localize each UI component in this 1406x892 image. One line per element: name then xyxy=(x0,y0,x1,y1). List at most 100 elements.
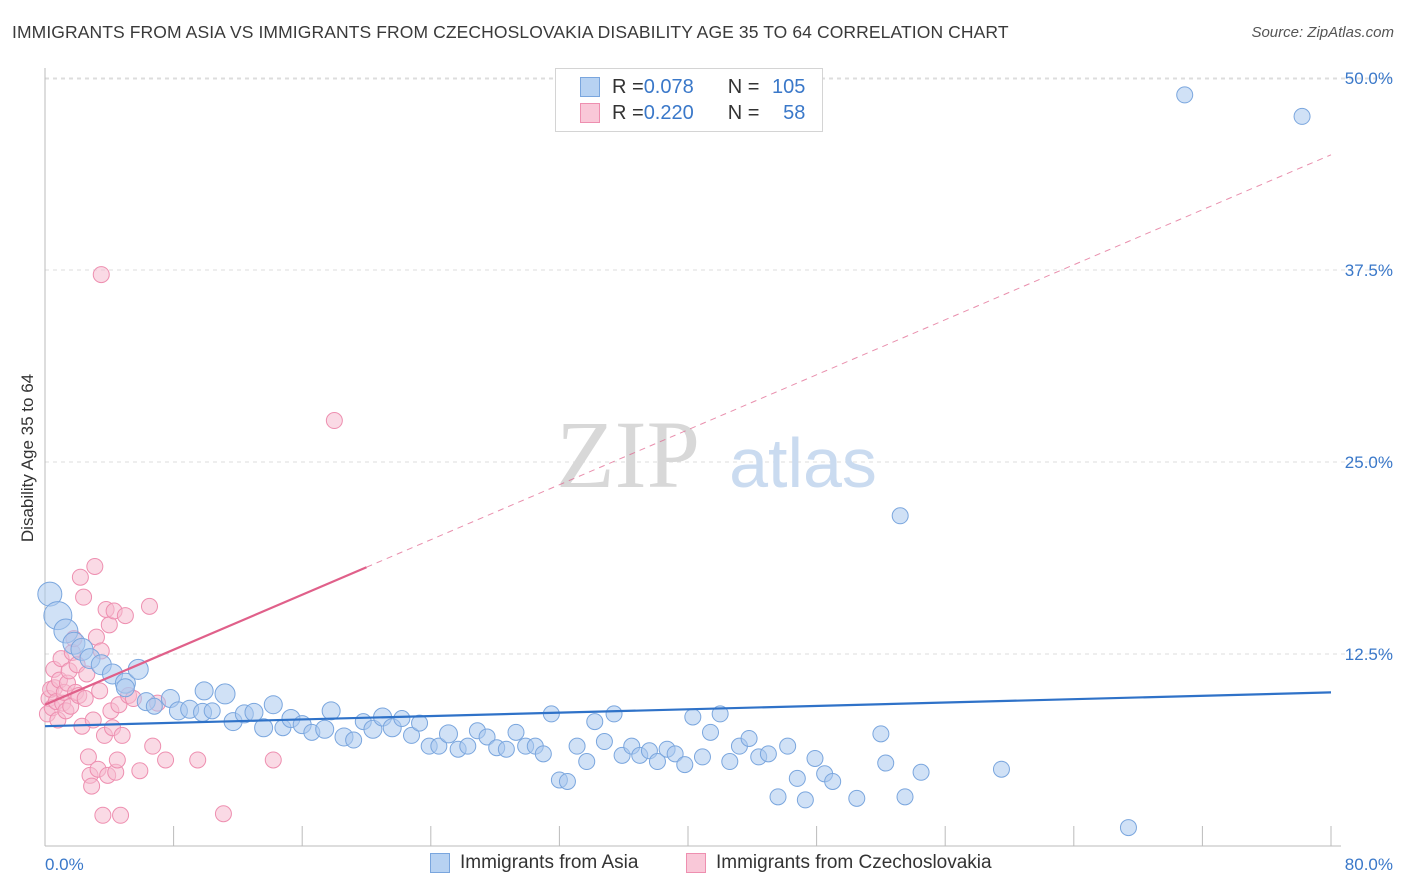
legend-n-value-asia: 105 xyxy=(772,75,806,98)
data-point-asia xyxy=(711,705,729,723)
data-point-asia xyxy=(779,737,797,755)
data-point-asia xyxy=(568,737,586,755)
watermark: ZIP atlas xyxy=(556,401,877,508)
bottom-legend-label-czechoslovakia: Immigrants from Czechoslovakia xyxy=(716,852,992,873)
data-point-czechoslovakia xyxy=(112,806,130,824)
data-point-asia xyxy=(411,714,429,732)
bottom-legend-label-asia: Immigrants from Asia xyxy=(460,852,639,873)
data-point-czechoslovakia xyxy=(325,412,343,430)
bottom-legend-swatch-czechoslovakia xyxy=(686,853,706,873)
data-point-asia xyxy=(244,702,264,722)
data-point-asia xyxy=(992,760,1010,778)
legend-swatch-asia xyxy=(580,77,600,97)
data-point-czechoslovakia xyxy=(116,607,134,625)
data-point-asia xyxy=(676,756,694,774)
data-point-asia xyxy=(1119,819,1137,837)
legend-r-value-asia: 0.078 xyxy=(643,75,694,98)
data-point-asia xyxy=(796,791,814,809)
data-point-asia xyxy=(345,731,363,749)
data-point-asia xyxy=(806,749,824,767)
data-point-asia xyxy=(459,737,477,755)
legend-n-label: N = xyxy=(727,101,760,124)
data-point-czechoslovakia xyxy=(214,805,232,823)
data-point-czechoslovakia xyxy=(79,748,97,766)
series-czechoslovakia xyxy=(38,266,343,824)
stats-legend: R = 0.078 N = 105 R = 0.220 N = 58 xyxy=(555,68,823,132)
watermark-zip: ZIP xyxy=(556,401,700,508)
data-point-asia xyxy=(578,753,596,771)
data-point-czechoslovakia xyxy=(91,682,109,700)
data-point-asia xyxy=(115,678,135,698)
series-asia xyxy=(37,86,1311,837)
y-tick-label: 37.5% xyxy=(1345,261,1393,280)
data-point-asia xyxy=(877,754,895,772)
data-point-asia xyxy=(693,748,711,766)
data-point-asia xyxy=(254,718,274,738)
data-point-czechoslovakia xyxy=(157,751,175,769)
data-point-czechoslovakia xyxy=(94,806,112,824)
data-point-asia xyxy=(788,769,806,787)
data-point-asia xyxy=(214,683,236,705)
data-point-asia xyxy=(648,753,666,771)
data-point-asia xyxy=(769,788,787,806)
data-point-asia xyxy=(145,697,163,715)
bottom-legend-asia: Immigrants from Asia xyxy=(430,852,638,874)
data-point-asia xyxy=(1293,107,1311,125)
y-axis-label: Disability Age 35 to 64 xyxy=(18,373,37,543)
data-point-czechoslovakia xyxy=(108,751,126,769)
data-point-asia xyxy=(586,713,604,731)
data-point-asia xyxy=(194,681,214,701)
data-point-asia xyxy=(702,723,720,741)
legend-row-czechoslovakia: R = 0.220 N = 58 xyxy=(580,101,805,125)
data-point-asia xyxy=(430,737,448,755)
data-point-asia xyxy=(872,725,890,743)
x-tick-label: 80.0% xyxy=(1345,855,1393,874)
data-point-asia xyxy=(896,788,914,806)
data-point-asia xyxy=(403,726,421,744)
bottom-legend-czechoslovakia: Immigrants from Czechoslovakia xyxy=(686,852,992,874)
data-point-czechoslovakia xyxy=(189,751,207,769)
data-point-czechoslovakia xyxy=(86,557,104,575)
x-tick-label: 0.0% xyxy=(45,855,84,874)
data-point-asia xyxy=(721,753,739,771)
trend-line-asia xyxy=(44,691,1332,728)
chart-title: IMMIGRANTS FROM ASIA VS IMMIGRANTS FROM … xyxy=(12,22,1009,42)
data-point-asia xyxy=(507,723,525,741)
data-point-asia xyxy=(891,507,909,525)
y-tick-label: 12.5% xyxy=(1345,645,1393,664)
data-point-asia xyxy=(558,772,576,790)
data-point-czechoslovakia xyxy=(71,568,89,586)
data-point-czechoslovakia xyxy=(92,266,110,284)
trend-lines xyxy=(44,154,1332,728)
data-point-asia xyxy=(203,702,221,720)
tick-labels: 12.5% 25.0% 37.5% 50.0% 0.0% 80.0% xyxy=(45,69,1393,874)
legend-r-label: R = xyxy=(612,101,644,124)
data-point-asia xyxy=(605,705,623,723)
data-point-czechoslovakia xyxy=(144,737,162,755)
legend-swatch-czechoslovakia xyxy=(580,103,600,123)
data-point-czechoslovakia xyxy=(75,588,93,606)
data-point-asia xyxy=(666,745,684,763)
legend-row-asia: R = 0.078 N = 105 xyxy=(580,75,805,99)
data-point-asia xyxy=(393,710,411,728)
data-point-czechoslovakia xyxy=(140,597,158,615)
data-point-asia xyxy=(478,728,496,746)
source-label: Source: ZipAtlas.com xyxy=(1251,24,1394,41)
data-point-asia xyxy=(848,789,866,807)
data-point-asia xyxy=(438,724,458,744)
y-tick-label: 50.0% xyxy=(1345,69,1393,88)
legend-n-label: N = xyxy=(727,75,760,98)
legend-n-value-czechoslovakia: 58 xyxy=(783,101,806,124)
trend-line-czechoslovakia xyxy=(44,566,367,706)
data-point-asia xyxy=(595,733,613,751)
data-point-asia xyxy=(759,745,777,763)
data-point-asia xyxy=(740,729,758,747)
data-point-asia xyxy=(321,701,341,721)
watermark-atlas: atlas xyxy=(729,424,877,502)
data-point-asia xyxy=(912,763,930,781)
data-point-asia xyxy=(1176,86,1194,104)
data-point-czechoslovakia xyxy=(131,762,149,780)
data-point-czechoslovakia xyxy=(83,777,101,795)
grid-lines xyxy=(45,77,1391,655)
